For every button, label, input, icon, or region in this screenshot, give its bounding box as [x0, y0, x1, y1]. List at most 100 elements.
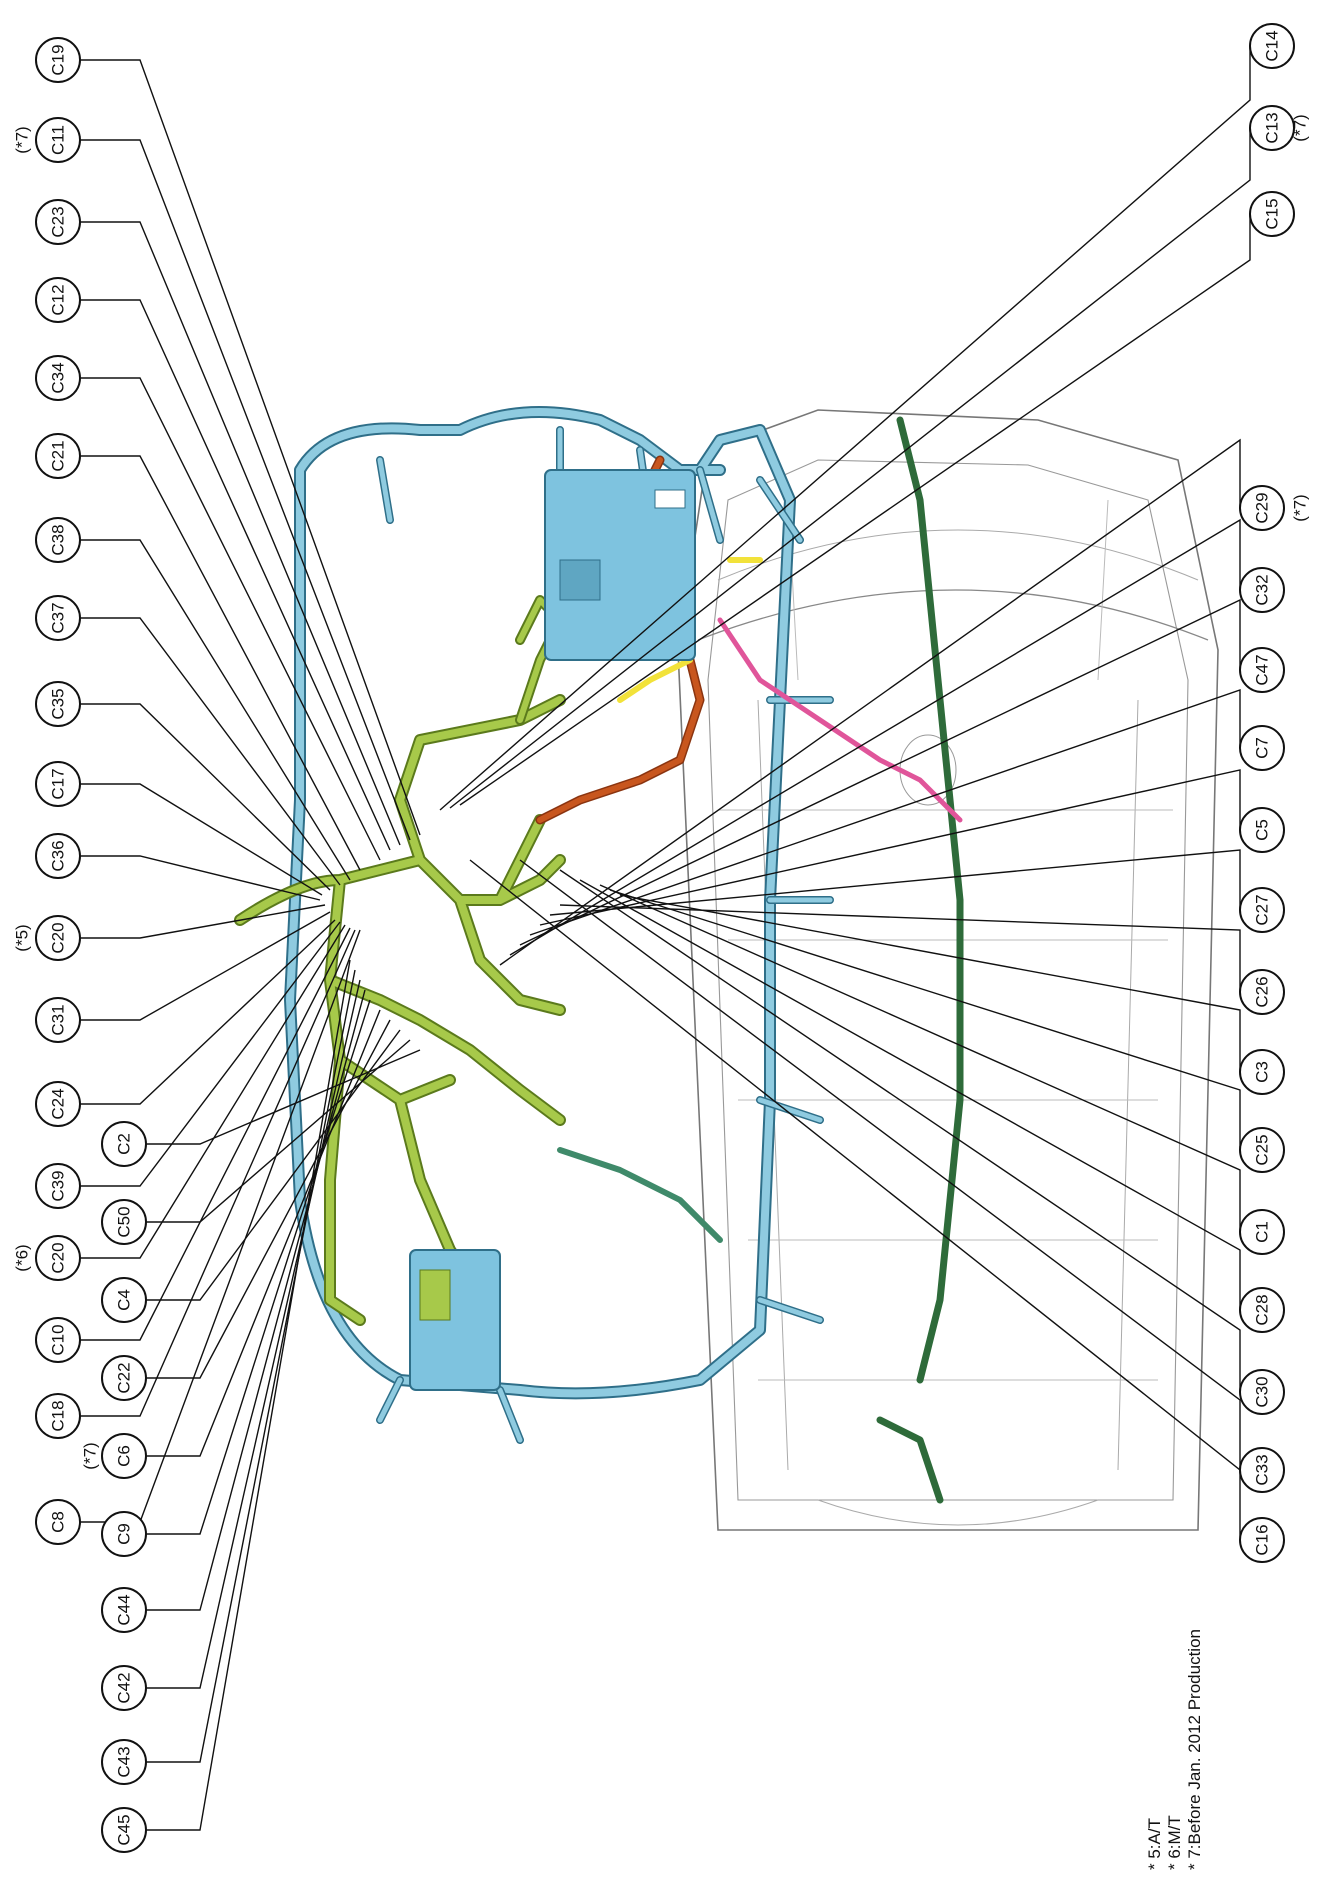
connector-bottom-c6-label: C6 [115, 1445, 134, 1467]
connector-right-c26: C26 [1239, 969, 1285, 1015]
connector-right-c25-label: C25 [1253, 1134, 1272, 1165]
connector-right-c29-label: C29 [1253, 492, 1272, 523]
connector-bottom-c6: C6 [101, 1433, 147, 1479]
connector-left-c36-8-label: C36 [49, 840, 68, 871]
connector-right-c7-label: C7 [1253, 737, 1272, 759]
legend: * 5:A/T * 6:M/T * 7:Before Jan. 2012 Pro… [1145, 1629, 1204, 1870]
connector-left-c39-4-label: C39 [49, 1170, 68, 1201]
connector-right-c25: C25 [1239, 1127, 1285, 1173]
connector-left-c39-4: C39 [35, 1163, 81, 1209]
connector-right-c30-label: C30 [1253, 1376, 1272, 1407]
connector-left-c17-9-label: C17 [49, 768, 68, 799]
connector-left-c8-0: C8 [35, 1499, 81, 1545]
connector-top-c14: C14 [1249, 23, 1295, 69]
connector-left-c23-16-label: C23 [49, 206, 68, 237]
note-c6: (*7) [81, 1442, 100, 1469]
connector-right-c32-label: C32 [1253, 574, 1272, 605]
vehicle-outline [677, 409, 1219, 1531]
yellow-harness [617, 557, 763, 703]
connector-left-c19-18-label: C19 [49, 44, 68, 75]
connector-right-c16: C16 [1239, 1517, 1285, 1563]
connector-bottom-c4: C4 [101, 1277, 147, 1323]
connector-bottom-c50-label: C50 [115, 1206, 134, 1237]
connector-bottom-c43-label: C43 [115, 1746, 134, 1777]
connector-left-c19-18: C19 [35, 37, 81, 83]
connector-callouts: C8 C18 C10 C20 C39 C24 C31 C20 C36 C17 C35 C37 C38 C2… [13, 23, 1310, 1853]
connector-left-c37-11: C37 [35, 595, 81, 641]
note-c20-mt: (*6) [13, 1244, 32, 1271]
connector-bottom-c43: C43 [101, 1739, 147, 1785]
connector-bottom-c2-label: C2 [115, 1133, 134, 1155]
connector-left-c31-6-label: C31 [49, 1004, 68, 1035]
connector-bottom-c42-label: C42 [115, 1672, 134, 1703]
connector-left-c35-10-label: C35 [49, 688, 68, 719]
connector-top-c13: C13 [1249, 105, 1295, 151]
legend-line-2: * 6:M/T [1165, 1815, 1184, 1870]
connector-right-c47-label: C47 [1253, 654, 1272, 685]
connector-right-c47: C47 [1239, 647, 1285, 693]
connector-left-c21-13-label: C21 [49, 440, 68, 471]
connector-right-c27-label: C27 [1253, 894, 1272, 925]
connector-right-c32: C32 [1239, 567, 1285, 613]
connector-left-c36-8: C36 [35, 833, 81, 879]
connector-left-c18-1-label: C18 [49, 1400, 68, 1431]
connector-right-c3-label: C3 [1253, 1061, 1272, 1083]
connector-left-c20-7-label: C20 [49, 922, 68, 953]
connector-left-c10-2-label: C10 [49, 1324, 68, 1355]
connector-left-c34-14-label: C34 [49, 362, 68, 393]
leader-lines [80, 46, 1251, 1831]
connector-bottom-c44: C44 [101, 1587, 147, 1633]
connector-right-c33: C33 [1239, 1447, 1285, 1493]
connector-right-c3: C3 [1239, 1049, 1285, 1095]
connector-top-c14-label: C14 [1263, 30, 1282, 61]
connector-right-c26-label: C26 [1253, 976, 1272, 1007]
connector-left-c38-12: C38 [35, 517, 81, 563]
connector-left-c12-15-label: C12 [49, 284, 68, 315]
legend-line-1: * 5:A/T [1145, 1818, 1164, 1870]
ecu-box-upper [544, 469, 696, 661]
connector-right-c1-label: C1 [1253, 1221, 1272, 1243]
connector-top-c15-label: C15 [1263, 198, 1282, 229]
connector-left-c38-12-label: C38 [49, 524, 68, 555]
connector-left-c37-11-label: C37 [49, 602, 68, 633]
connector-left-c24-5-label: C24 [49, 1088, 68, 1119]
connector-right-c5-label: C5 [1253, 819, 1272, 841]
connector-right-c27: C27 [1239, 887, 1285, 933]
note-c13: (*7) [1291, 114, 1310, 141]
legend-line-3: * 7:Before Jan. 2012 Production [1185, 1629, 1204, 1870]
note-c29: (*7) [1291, 494, 1310, 521]
connector-left-c20-7: C20 [35, 915, 81, 961]
connector-top-c15: C15 [1249, 191, 1295, 237]
connector-bottom-c22: C22 [101, 1355, 147, 1401]
connector-left-c31-6: C31 [35, 997, 81, 1043]
connector-left-c20-3: C20 [35, 1235, 81, 1281]
connector-left-c21-13: C21 [35, 433, 81, 479]
connector-left-c17-9: C17 [35, 761, 81, 807]
note-c19: (*7) [13, 126, 32, 153]
connector-right-c30: C30 [1239, 1369, 1285, 1415]
connector-left-c11-17: C11 [35, 117, 81, 163]
connector-bottom-c44-label: C44 [115, 1594, 134, 1625]
connector-bottom-c4-label: C4 [115, 1289, 134, 1311]
connector-left-c18-1: C18 [35, 1393, 81, 1439]
connector-bottom-c42: C42 [101, 1665, 147, 1711]
connector-bottom-c45-label: C45 [115, 1814, 134, 1845]
connector-right-c7: C7 [1239, 725, 1285, 771]
connector-bottom-c45: C45 [101, 1807, 147, 1853]
connector-left-c34-14: C34 [35, 355, 81, 401]
pink-harness [717, 617, 963, 823]
connector-bottom-c9: C9 [101, 1511, 147, 1557]
connector-bottom-c2: C2 [101, 1121, 147, 1167]
connector-left-c11-17-label: C11 [49, 125, 68, 155]
connector-left-c35-10: C35 [35, 681, 81, 727]
connector-right-c5: C5 [1239, 807, 1285, 853]
connector-top-c13-label: C13 [1263, 112, 1282, 143]
connector-left-c23-16: C23 [35, 199, 81, 245]
connector-left-c10-2: C10 [35, 1317, 81, 1363]
connector-bottom-c22-label: C22 [115, 1362, 134, 1393]
connector-right-c29: C29 [1239, 485, 1285, 531]
connector-right-c1: C1 [1239, 1209, 1285, 1255]
blue-harness-outer [284, 406, 796, 1400]
connector-bottom-c50: C50 [101, 1199, 147, 1245]
